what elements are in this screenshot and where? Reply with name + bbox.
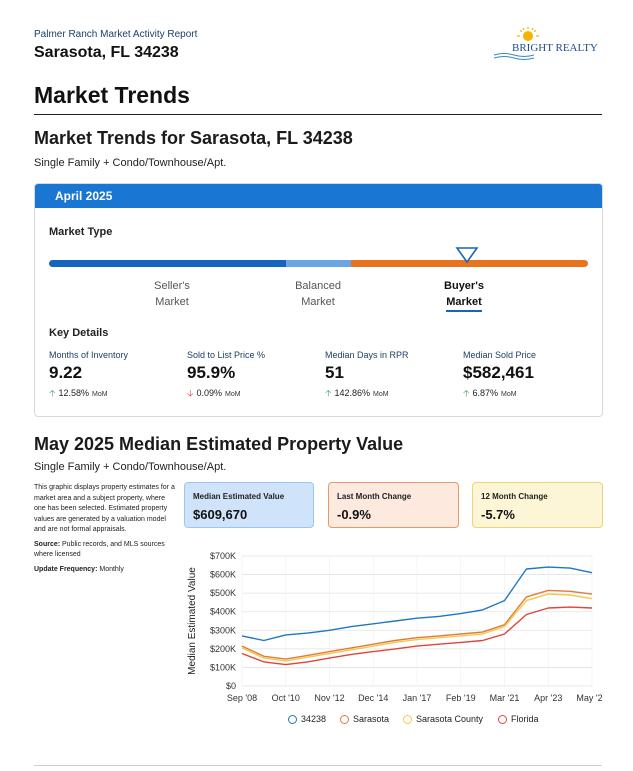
y-tick-label: $400K [210, 607, 236, 617]
key-detail-median-days: Median Days in RPR 51 🡡 142.86% MoM [325, 350, 409, 398]
y-axis-label: Median Estimated Value [187, 567, 198, 675]
x-tick-label: Sep '08 [227, 693, 257, 703]
report-title: Palmer Ranch Market Activity Report [34, 29, 198, 40]
key-detail-months-inventory: Months of Inventory 9.22 🡡 12.58% MoM [49, 350, 129, 398]
legend-item-florida: Florida [498, 714, 539, 724]
legend-item-34238: 34238 [288, 714, 326, 724]
chart-description: This graphic displays property estimates… [34, 484, 175, 573]
market-type-title: Market Type [49, 226, 113, 238]
series-line-florida [241, 606, 593, 666]
legend-item-sarasota-county: Sarasota County [403, 714, 483, 724]
arrow-up-icon: 🡡 [463, 388, 470, 398]
x-tick-label: Dec '14 [358, 693, 388, 703]
legend-marker-34238 [288, 714, 297, 724]
twelve-month-change-card: 12 Month Change -5.7% [472, 482, 603, 528]
market-type-card: April 2025 Market Type Seller's Market B… [34, 183, 603, 417]
x-tick-label: Nov '12 [314, 693, 344, 703]
legend-marker-florida [498, 714, 507, 724]
series-line-34238 [241, 566, 593, 642]
title-divider [34, 114, 602, 115]
arrow-up-icon: 🡡 [325, 388, 332, 398]
x-tick-label: Jan '17 [403, 693, 432, 703]
section-title: Market Trends for Sarasota, FL 34238 [34, 128, 353, 148]
arrow-up-icon: 🡡 [49, 388, 56, 398]
balanced-market-bar [286, 260, 351, 267]
report-location: Sarasota, FL 34238 [34, 44, 179, 61]
balanced-market-label: Balanced Market [295, 280, 341, 308]
y-tick-label: $0 [226, 681, 236, 691]
bright-realty-logo: BRIGHT REALTY [493, 27, 598, 60]
card-header: April 2025 [35, 184, 602, 208]
bottom-divider [34, 765, 602, 766]
market-indicator-icon [455, 247, 479, 264]
sellers-market-bar [49, 260, 286, 267]
y-tick-label: $100K [210, 662, 236, 672]
series-line-sarasota [241, 589, 593, 660]
sun-icon [517, 27, 539, 41]
value-section-title: May 2025 Median Estimated Property Value [34, 434, 404, 454]
y-tick-label: $200K [210, 644, 236, 654]
key-detail-sold-to-list: Sold to List Price % 95.9% 🡣 0.09% MoM [187, 350, 266, 398]
y-tick-label: $600K [210, 570, 236, 580]
section-subtitle: Single Family + Condo/Townhouse/Apt. [34, 157, 227, 169]
legend-marker-sarasota [340, 714, 349, 724]
median-estimated-value-card: Median Estimated Value $609,670 [184, 482, 314, 528]
buyers-market-label: Buyer's Market [424, 278, 504, 312]
x-tick-label: Apr '23 [534, 693, 562, 703]
key-detail-median-sold-price: Median Sold Price $582,461 🡡 6.87% MoM [463, 350, 537, 398]
buyers-market-bar [351, 260, 588, 267]
key-details-title: Key Details [49, 327, 109, 339]
x-tick-label: May '25 [576, 693, 602, 703]
legend-marker-sarasota-county [403, 714, 412, 724]
x-tick-label: Mar '21 [490, 693, 520, 703]
x-tick-label: Feb '19 [446, 693, 476, 703]
value-section-subtitle: Single Family + Condo/Townhouse/Apt. [34, 461, 227, 473]
x-tick-label: Oct '10 [272, 693, 300, 703]
legend-item-sarasota: Sarasota [340, 714, 389, 724]
logo-text: BRIGHT REALTY [512, 42, 598, 54]
series-line-sarasota-county [241, 593, 593, 662]
last-month-change-card: Last Month Change -0.9% [328, 482, 459, 528]
y-tick-label: $700K [210, 551, 236, 561]
y-tick-label: $300K [210, 625, 236, 635]
arrow-down-icon: 🡣 [187, 388, 194, 398]
y-tick-label: $500K [210, 588, 236, 598]
median-value-line-chart: $0 $100K $200K $300K $400K $500K $600K $700K Sep… [187, 551, 602, 703]
sellers-market-label: Seller's Market [154, 280, 190, 308]
page-title: Market Trends [34, 82, 190, 108]
wave-icon [493, 53, 535, 60]
